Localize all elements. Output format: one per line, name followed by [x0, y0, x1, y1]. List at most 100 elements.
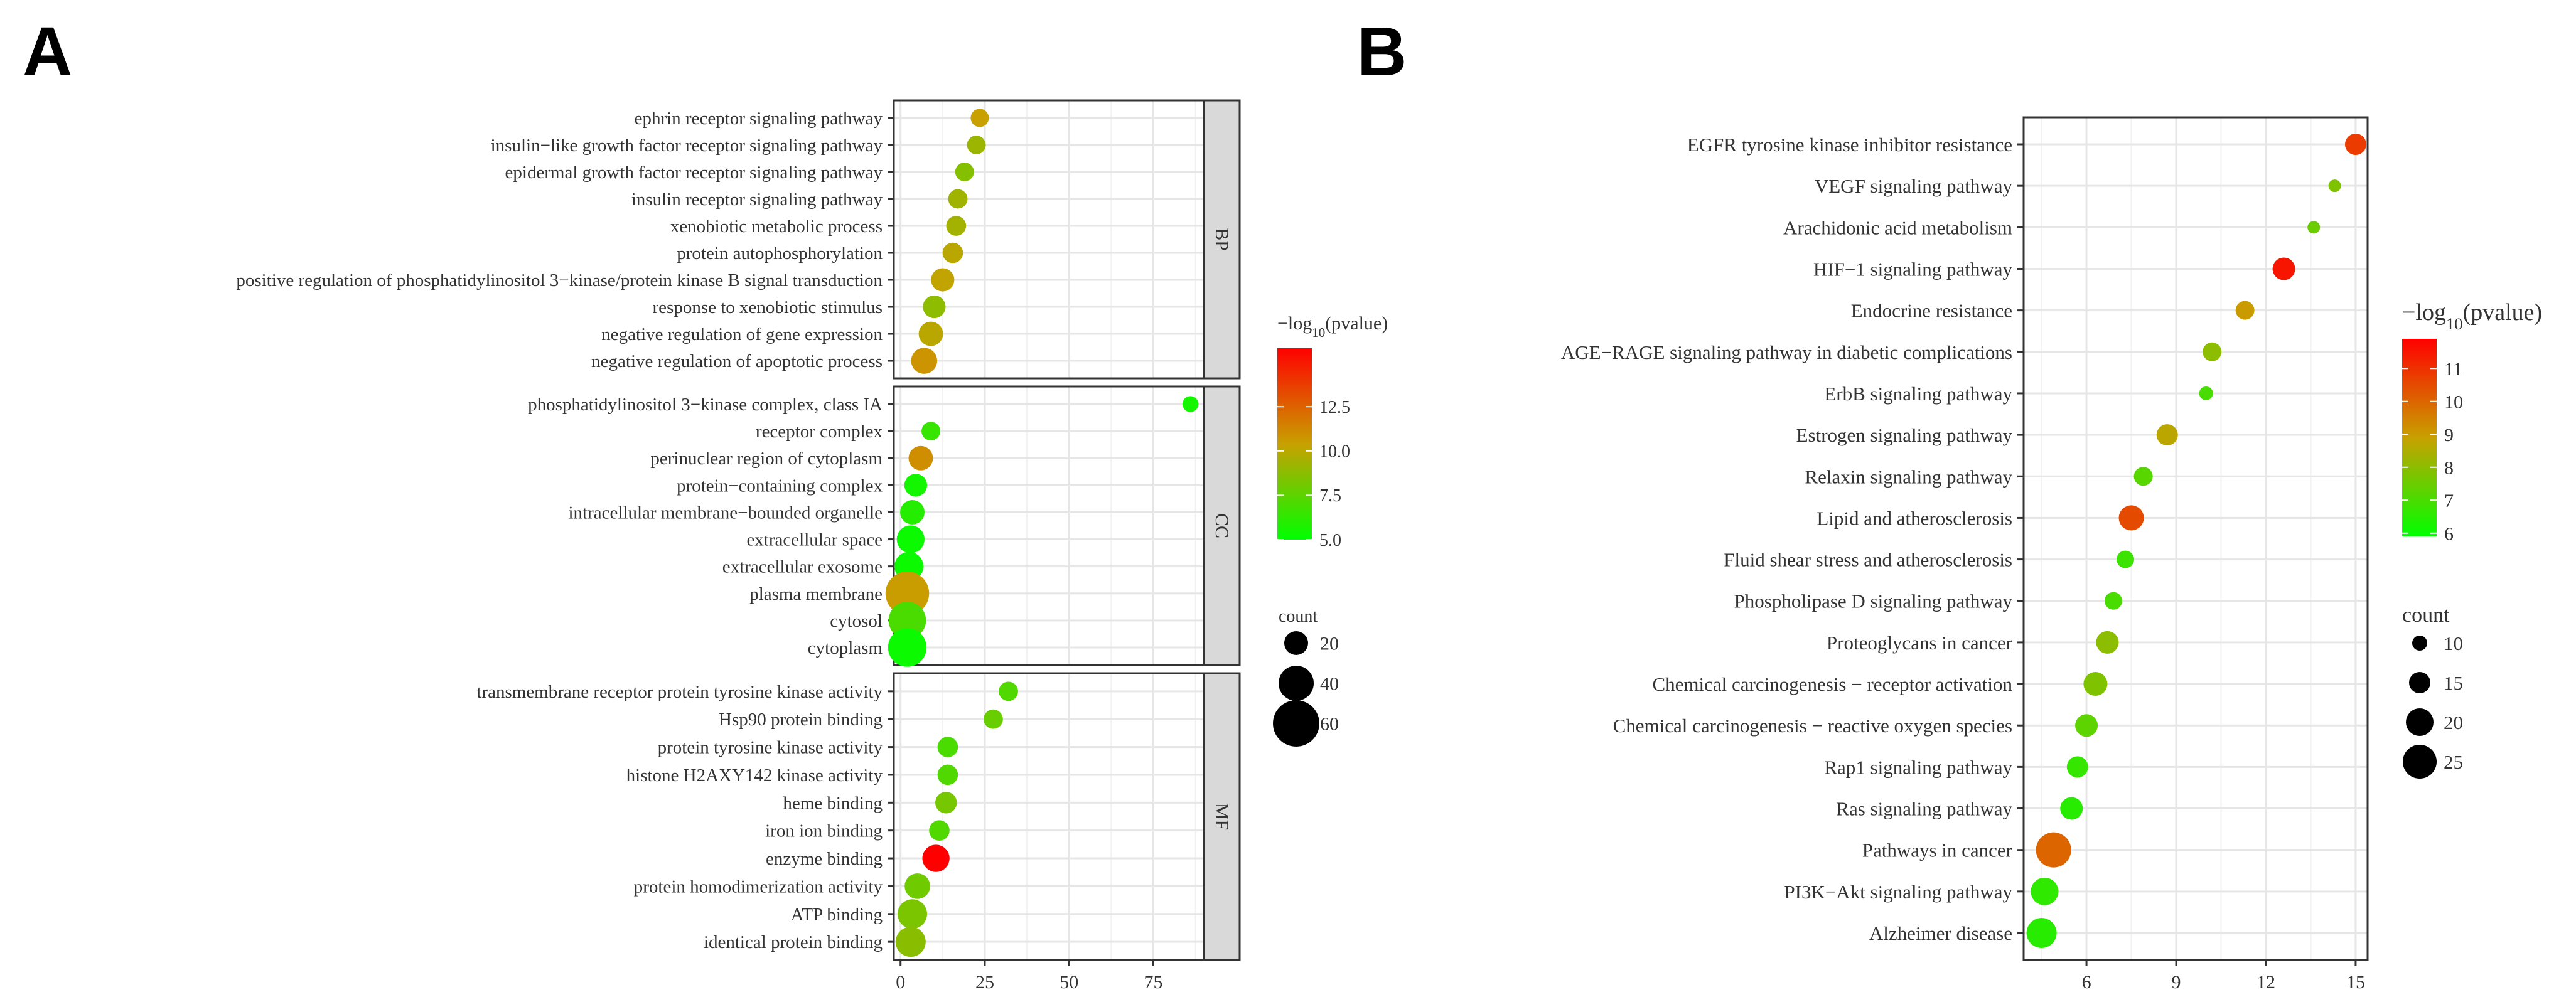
y-tick-label: protein homodimerization activity	[634, 876, 883, 897]
facet-strip	[1203, 385, 1241, 666]
y-tick-label: extracellular space	[746, 530, 883, 550]
colorbar-tick-label: 8	[2444, 457, 2454, 478]
data-point	[904, 873, 930, 899]
y-tick-label: protein autophosphorylation	[677, 243, 883, 264]
data-point	[2344, 134, 2366, 156]
y-tick-label: response to xenobiotic stimulus	[653, 297, 883, 317]
y-tick-label: positive regulation of phosphatidylinosi…	[236, 270, 883, 290]
colorbar-tick-label: 10	[2444, 392, 2463, 412]
y-tick-label: protein tyrosine kinase activity	[658, 738, 883, 758]
y-tick-label: HIF−1 signaling pathway	[1813, 258, 2013, 280]
y-tick-label: transmembrane receptor protein tyrosine …	[476, 682, 883, 702]
colorbar-tick-label: 5.0	[1319, 531, 1341, 550]
data-point	[2203, 342, 2222, 361]
data-point	[2272, 257, 2295, 280]
y-tick-label: protein−containing complex	[677, 476, 883, 496]
facet-mf: MF transmembrane receptor protein tyrosin…	[476, 672, 1241, 961]
data-point	[942, 242, 963, 264]
y-tick-label: Phospholipase D signaling pathway	[1734, 590, 2013, 612]
data-point	[921, 422, 941, 441]
y-tick-label: negative regulation of gene expression	[601, 324, 883, 344]
data-point	[923, 295, 946, 319]
data-point	[898, 899, 928, 929]
size-legend-label: 15	[2444, 672, 2463, 694]
y-tick-label: Chemical carcinogenesis − receptor activ…	[1652, 673, 2012, 695]
data-point	[2156, 424, 2178, 446]
size-legend-label: 25	[2444, 751, 2463, 773]
size-legend-label: 20	[1320, 634, 1339, 654]
y-tick-label: perinuclear region of cytoplasm	[650, 449, 883, 469]
data-point	[2307, 221, 2321, 234]
y-tick-label: Pathways in cancer	[1862, 839, 2013, 861]
y-tick-label: ephrin receptor signaling pathway	[635, 109, 883, 129]
colorbar-tick-label: 6	[2444, 523, 2454, 544]
data-point	[2199, 386, 2213, 400]
data-point	[2104, 592, 2122, 610]
colorbar-tick-label: 12.5	[1319, 398, 1350, 417]
data-point	[908, 445, 933, 471]
data-point	[2117, 550, 2135, 568]
data-point	[911, 348, 938, 374]
data-point	[2118, 505, 2144, 531]
data-point	[2133, 467, 2153, 486]
data-point	[955, 163, 974, 181]
y-tick-label: Fluid shear stress and atherosclerosis	[1724, 549, 2012, 571]
y-tick-label: receptor complex	[756, 422, 883, 442]
y-tick-label: cytosol	[830, 611, 883, 631]
y-tick-label: intracellular membrane−bounded organelle	[568, 503, 883, 523]
y-tick-label: ErbB signaling pathway	[1824, 383, 2012, 405]
data-point	[2328, 179, 2341, 193]
y-tick-label: negative regulation of apoptotic process	[591, 351, 883, 371]
colorbar-tick-label: 7.5	[1319, 486, 1341, 506]
data-point	[935, 792, 957, 814]
size-legend-label: 60	[1320, 714, 1339, 735]
y-tick-label: plasma membrane	[749, 584, 883, 604]
size-legend-dot	[2409, 672, 2430, 693]
data-point	[948, 189, 968, 209]
size-legend-label: 20	[2444, 711, 2463, 733]
data-point	[999, 681, 1018, 701]
facet-strip-label: MF	[1211, 803, 1232, 830]
data-point	[885, 572, 930, 615]
y-tick-label: Chemical carcinogenesis − reactive oxyge…	[1613, 715, 2012, 737]
data-point	[984, 709, 1003, 729]
data-point	[1182, 396, 1199, 412]
y-tick-label: xenobiotic metabolic process	[670, 216, 883, 237]
size-legend-label: 40	[1320, 674, 1339, 695]
data-point	[946, 216, 967, 236]
data-point	[895, 927, 926, 957]
data-point	[2026, 917, 2057, 948]
y-tick-label: Arachidonic acid metabolism	[1783, 216, 2012, 238]
y-tick-label: phosphatidylinositol 3−kinase complex, c…	[528, 395, 883, 415]
data-point	[937, 764, 958, 786]
colorbar-tick-label: 7	[2444, 491, 2454, 511]
y-tick-label: Lipid and atherosclerosis	[1817, 507, 2012, 529]
size-legend-dot	[2412, 636, 2427, 651]
y-tick-label: iron ion binding	[765, 821, 883, 841]
size-legend-dot	[1273, 700, 1319, 747]
x-tick-label: 15	[2346, 972, 2365, 993]
x-tick-label: 12	[2257, 972, 2275, 993]
facet-cc: CC phosphatidylinositol 3−kinase complex,…	[528, 385, 1241, 667]
data-point	[888, 628, 927, 667]
facet-frame	[893, 385, 1205, 666]
colorbar	[1277, 348, 1312, 540]
data-point	[918, 321, 943, 346]
data-point	[929, 820, 950, 841]
y-tick-label: enzyme binding	[766, 849, 883, 869]
y-tick-label: insulin receptor signaling pathway	[631, 189, 883, 210]
y-tick-label: ATP binding	[791, 905, 883, 925]
data-point	[2083, 672, 2108, 696]
panel-label: B	[1357, 13, 1407, 90]
y-tick-label: Endocrine resistance	[1851, 300, 2012, 322]
panel-label: A	[23, 13, 72, 90]
y-tick-label: Proteoglycans in cancer	[1827, 632, 2013, 654]
data-point	[896, 525, 925, 553]
x-tick-label: 25	[975, 972, 994, 993]
data-point	[2031, 877, 2059, 905]
colorbar	[2402, 339, 2437, 536]
facet-strip-label: CC	[1211, 513, 1232, 538]
y-tick-label: Ras signaling pathway	[1836, 798, 2012, 820]
y-tick-label: cytoplasm	[808, 638, 883, 658]
